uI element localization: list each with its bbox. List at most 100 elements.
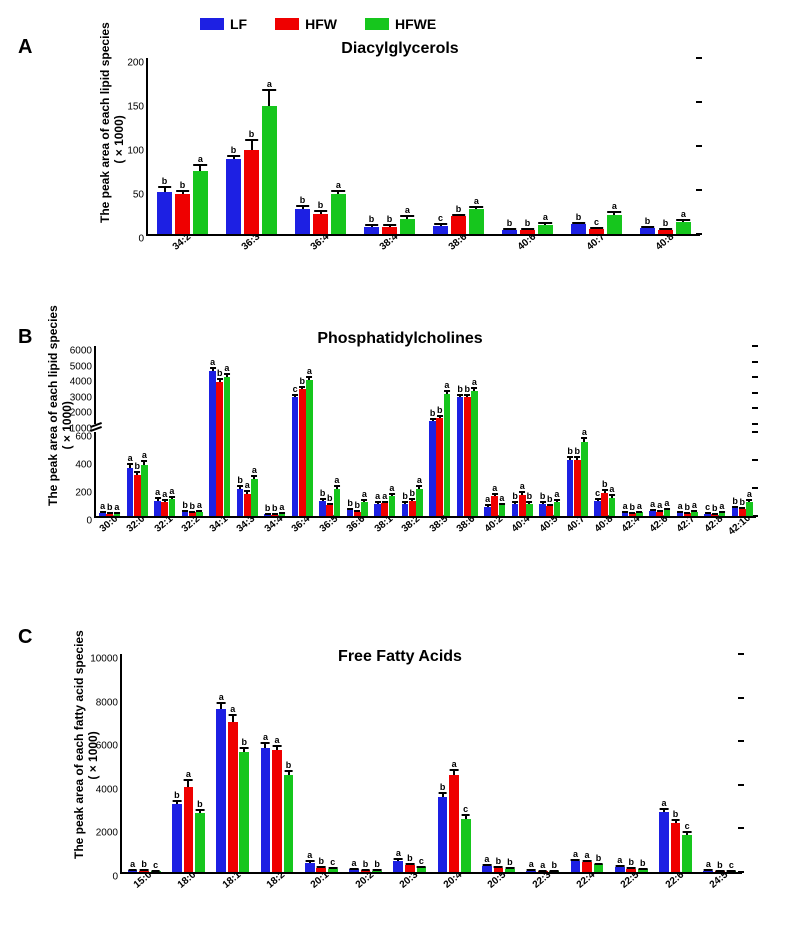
sig-label: a [469,196,484,206]
x-category: 40:7 [584,231,606,252]
sig-label: b [239,737,249,747]
bar [409,501,416,516]
sig-label: b [601,479,608,489]
sig-label: b [405,853,415,863]
sig-label: b [451,204,466,214]
bar [416,489,423,516]
legend-label-hfwe: HFWE [395,16,436,32]
bar [316,868,326,872]
bar [154,501,161,516]
bar [189,512,196,516]
bar [609,498,616,516]
bar [449,775,459,872]
figure-page: { "legend": { "items": [ {"label": "LF",… [0,0,800,942]
bar [746,502,753,516]
ytick-mark [752,423,758,425]
bar [671,823,681,872]
bar [571,861,581,872]
bar [244,150,259,234]
ytick-mark [752,392,758,394]
x-category: 42:7 [675,513,697,534]
sig-label: b [295,195,310,205]
x-category: 38:4 [377,231,399,252]
bar [182,512,189,516]
sig-label: b [402,491,409,501]
sig-label: a [161,489,168,499]
sig-label: a [349,858,359,868]
x-category: 36:5 [317,513,339,534]
bar [216,709,226,873]
ytick-mark [752,361,758,363]
bar [216,382,223,516]
bar [438,797,448,872]
bar [284,775,294,872]
x-category: 24:5 [708,869,730,890]
sig-label: b [438,782,448,792]
x-category: 36:6 [345,513,367,534]
bar [739,509,746,516]
bar [381,503,388,516]
bar [305,863,315,872]
panel-a-ylabel: The peak area of each lipid species ( × … [98,56,126,223]
bar [382,227,397,234]
sig-label: a [279,502,286,512]
bar [244,494,251,517]
ytick-mark [752,431,758,433]
sig-label: a [649,499,656,509]
sig-label: b [157,176,172,186]
sig-label: b [299,376,306,386]
sig-label: a [656,500,663,510]
bar [659,812,669,872]
sig-label: a [114,502,121,512]
ytick-label: 400 [75,459,96,470]
sig-label: b [271,503,278,513]
legend-label-hfw: HFW [305,16,337,32]
bar [607,215,622,234]
sig-label: a [703,859,713,869]
sig-label: b [638,858,648,868]
sig-label: a [400,205,415,215]
sig-label: a [228,704,238,714]
sig-label: b [326,493,333,503]
bar [299,389,306,516]
bar [239,752,249,872]
ytick-mark [738,653,744,655]
x-category: 40:8 [653,231,675,252]
bar [457,397,464,516]
x-category: 42:4 [620,513,642,534]
sig-label: a [636,501,643,511]
x-category: 34:1 [207,513,229,534]
bar [589,229,604,234]
sig-label: c [151,860,161,870]
sig-label: b [347,498,354,508]
bar [169,499,176,516]
sig-label: a [416,475,423,485]
x-category: 42:10 [727,513,754,538]
bar [464,397,471,516]
bar [539,504,546,516]
x-category: 40:7 [565,513,587,534]
x-category: 32:1 [152,513,174,534]
bar [622,512,629,516]
sig-label: b [464,384,471,394]
sig-label: a [381,491,388,501]
sig-label: c [292,384,299,394]
sig-label: b [409,488,416,498]
bar [664,510,671,516]
bar [471,391,478,516]
sig-label: c [589,217,604,227]
sig-label: c [682,821,692,831]
legend-swatch-hfwe [365,18,389,30]
bar [134,475,141,516]
x-category: 40:5 [537,513,559,534]
x-category: 22:5 [619,869,641,890]
sig-label: c [328,857,338,867]
bar [640,228,655,234]
x-category: 40:2 [482,513,504,534]
sig-label: a [334,475,341,485]
bar [554,502,561,516]
bar [228,722,238,872]
sig-label: b [626,857,636,867]
x-category: 40:8 [592,513,614,534]
sig-label: b [216,368,223,378]
